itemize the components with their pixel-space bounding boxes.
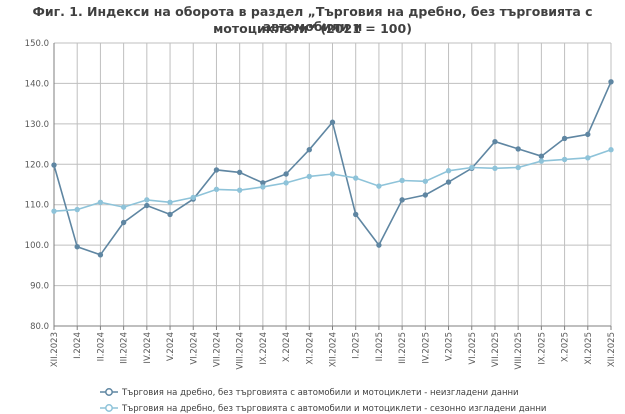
chart-title-line-2: мотоциклети“ (2021 = 100): [213, 21, 412, 36]
series-1-point: [445, 179, 452, 185]
series-2-point: [167, 199, 173, 205]
x-tick-label: VIII.2025: [514, 332, 524, 370]
x-tick-label: XI.2025: [584, 332, 594, 365]
series-1-point: [97, 252, 104, 258]
x-tick-label: V.2024: [166, 332, 176, 361]
x-tick-label: VI.2024: [189, 332, 199, 365]
series-2-point: [97, 199, 104, 205]
x-tick-label: VII.2025: [491, 332, 501, 367]
series-2-point: [190, 194, 196, 201]
series-2-point: [306, 173, 312, 180]
series-1-point: [213, 167, 220, 173]
series-2-point: [538, 158, 545, 164]
series-1-point: [399, 197, 405, 203]
x-tick-label: XII.2023: [50, 332, 60, 367]
series-2-point: [260, 184, 266, 190]
series-2-point: [236, 187, 243, 193]
series-2-point: [213, 186, 220, 193]
y-tick-label: 100.0: [25, 241, 49, 251]
series-2-point: [353, 175, 359, 181]
series-1-point: [422, 192, 429, 198]
series-1-point: [306, 147, 312, 153]
x-tick-label: IV.2025: [421, 332, 431, 364]
x-tick-label: IV.2024: [143, 332, 153, 364]
series-2-point: [283, 180, 289, 186]
series-2-point: [120, 204, 127, 210]
x-tick-label: III.2024: [120, 332, 130, 364]
series-2-point: [515, 164, 521, 171]
y-tick-label: 80.0: [30, 322, 49, 332]
series-1-point: [492, 138, 498, 145]
y-tick-label: 110.0: [25, 201, 49, 211]
series-1-point: [74, 244, 80, 250]
series-1-point: [167, 211, 173, 218]
x-tick-label: II.2024: [96, 332, 106, 361]
series-2-point: [376, 183, 382, 189]
x-tick-label: III.2025: [398, 332, 408, 364]
x-tick-label: IX.2024: [259, 332, 269, 365]
x-tick-label: IX.2025: [537, 332, 547, 365]
series-1-point: [561, 135, 568, 142]
series-1-point: [51, 162, 57, 168]
y-tick-label: 130.0: [25, 120, 49, 130]
series-2-point: [51, 208, 57, 214]
series-1-point: [585, 131, 591, 138]
series-2-point: [445, 168, 452, 174]
x-tick-label: XII.2025: [607, 332, 617, 367]
series-1-point: [120, 219, 127, 226]
legend-label-1: Търговия на дребно, без търговията с авт…: [121, 388, 519, 398]
legend-swatch-marker-2: [105, 404, 113, 412]
series-1-point: [376, 242, 382, 248]
series-1-point: [538, 153, 545, 159]
y-tick-label: 90.0: [30, 282, 49, 292]
series-1-point: [515, 146, 521, 152]
legend-swatch-marker-1: [105, 388, 113, 396]
series-2-point: [422, 178, 429, 184]
x-tick-label: X.2024: [282, 332, 292, 362]
series-1-point: [236, 169, 243, 176]
y-tick-label: 140.0: [25, 79, 49, 89]
series-2-point: [74, 206, 80, 213]
series-1-point: [144, 202, 150, 209]
series-2-point: [561, 156, 568, 163]
x-tick-label: VIII.2024: [236, 332, 246, 370]
x-tick-label: XII.2024: [329, 332, 339, 367]
y-tick-label: 150.0: [25, 39, 49, 49]
series-2-point: [469, 164, 475, 171]
y-tick-label: 120.0: [25, 160, 49, 170]
series-1-point: [608, 79, 614, 85]
series-1-point: [329, 119, 336, 125]
series-1-point: [283, 171, 289, 177]
series-2-point: [585, 155, 591, 161]
x-tick-label: I.2024: [73, 332, 83, 359]
x-tick-label: V.2025: [445, 332, 455, 361]
x-tick-label: VI.2025: [468, 332, 478, 365]
legend-label-2: Търговия на дребно, без търговията с авт…: [121, 404, 546, 414]
chart-title-line-1: Фиг. 1. Индекси на оборота в раздел „Тър…: [32, 4, 593, 34]
series-2-point: [492, 165, 498, 172]
x-tick-label: II.2025: [375, 332, 385, 361]
series-2-point: [144, 197, 150, 203]
x-tick-label: I.2025: [352, 332, 362, 359]
series-1-point: [353, 211, 359, 218]
x-tick-label: XI.2024: [305, 332, 315, 365]
series-2-point: [329, 171, 336, 177]
x-tick-label: X.2025: [561, 332, 571, 362]
series-2-point: [608, 147, 614, 153]
x-tick-label: VII.2024: [212, 332, 222, 367]
series-2-point: [399, 177, 405, 184]
